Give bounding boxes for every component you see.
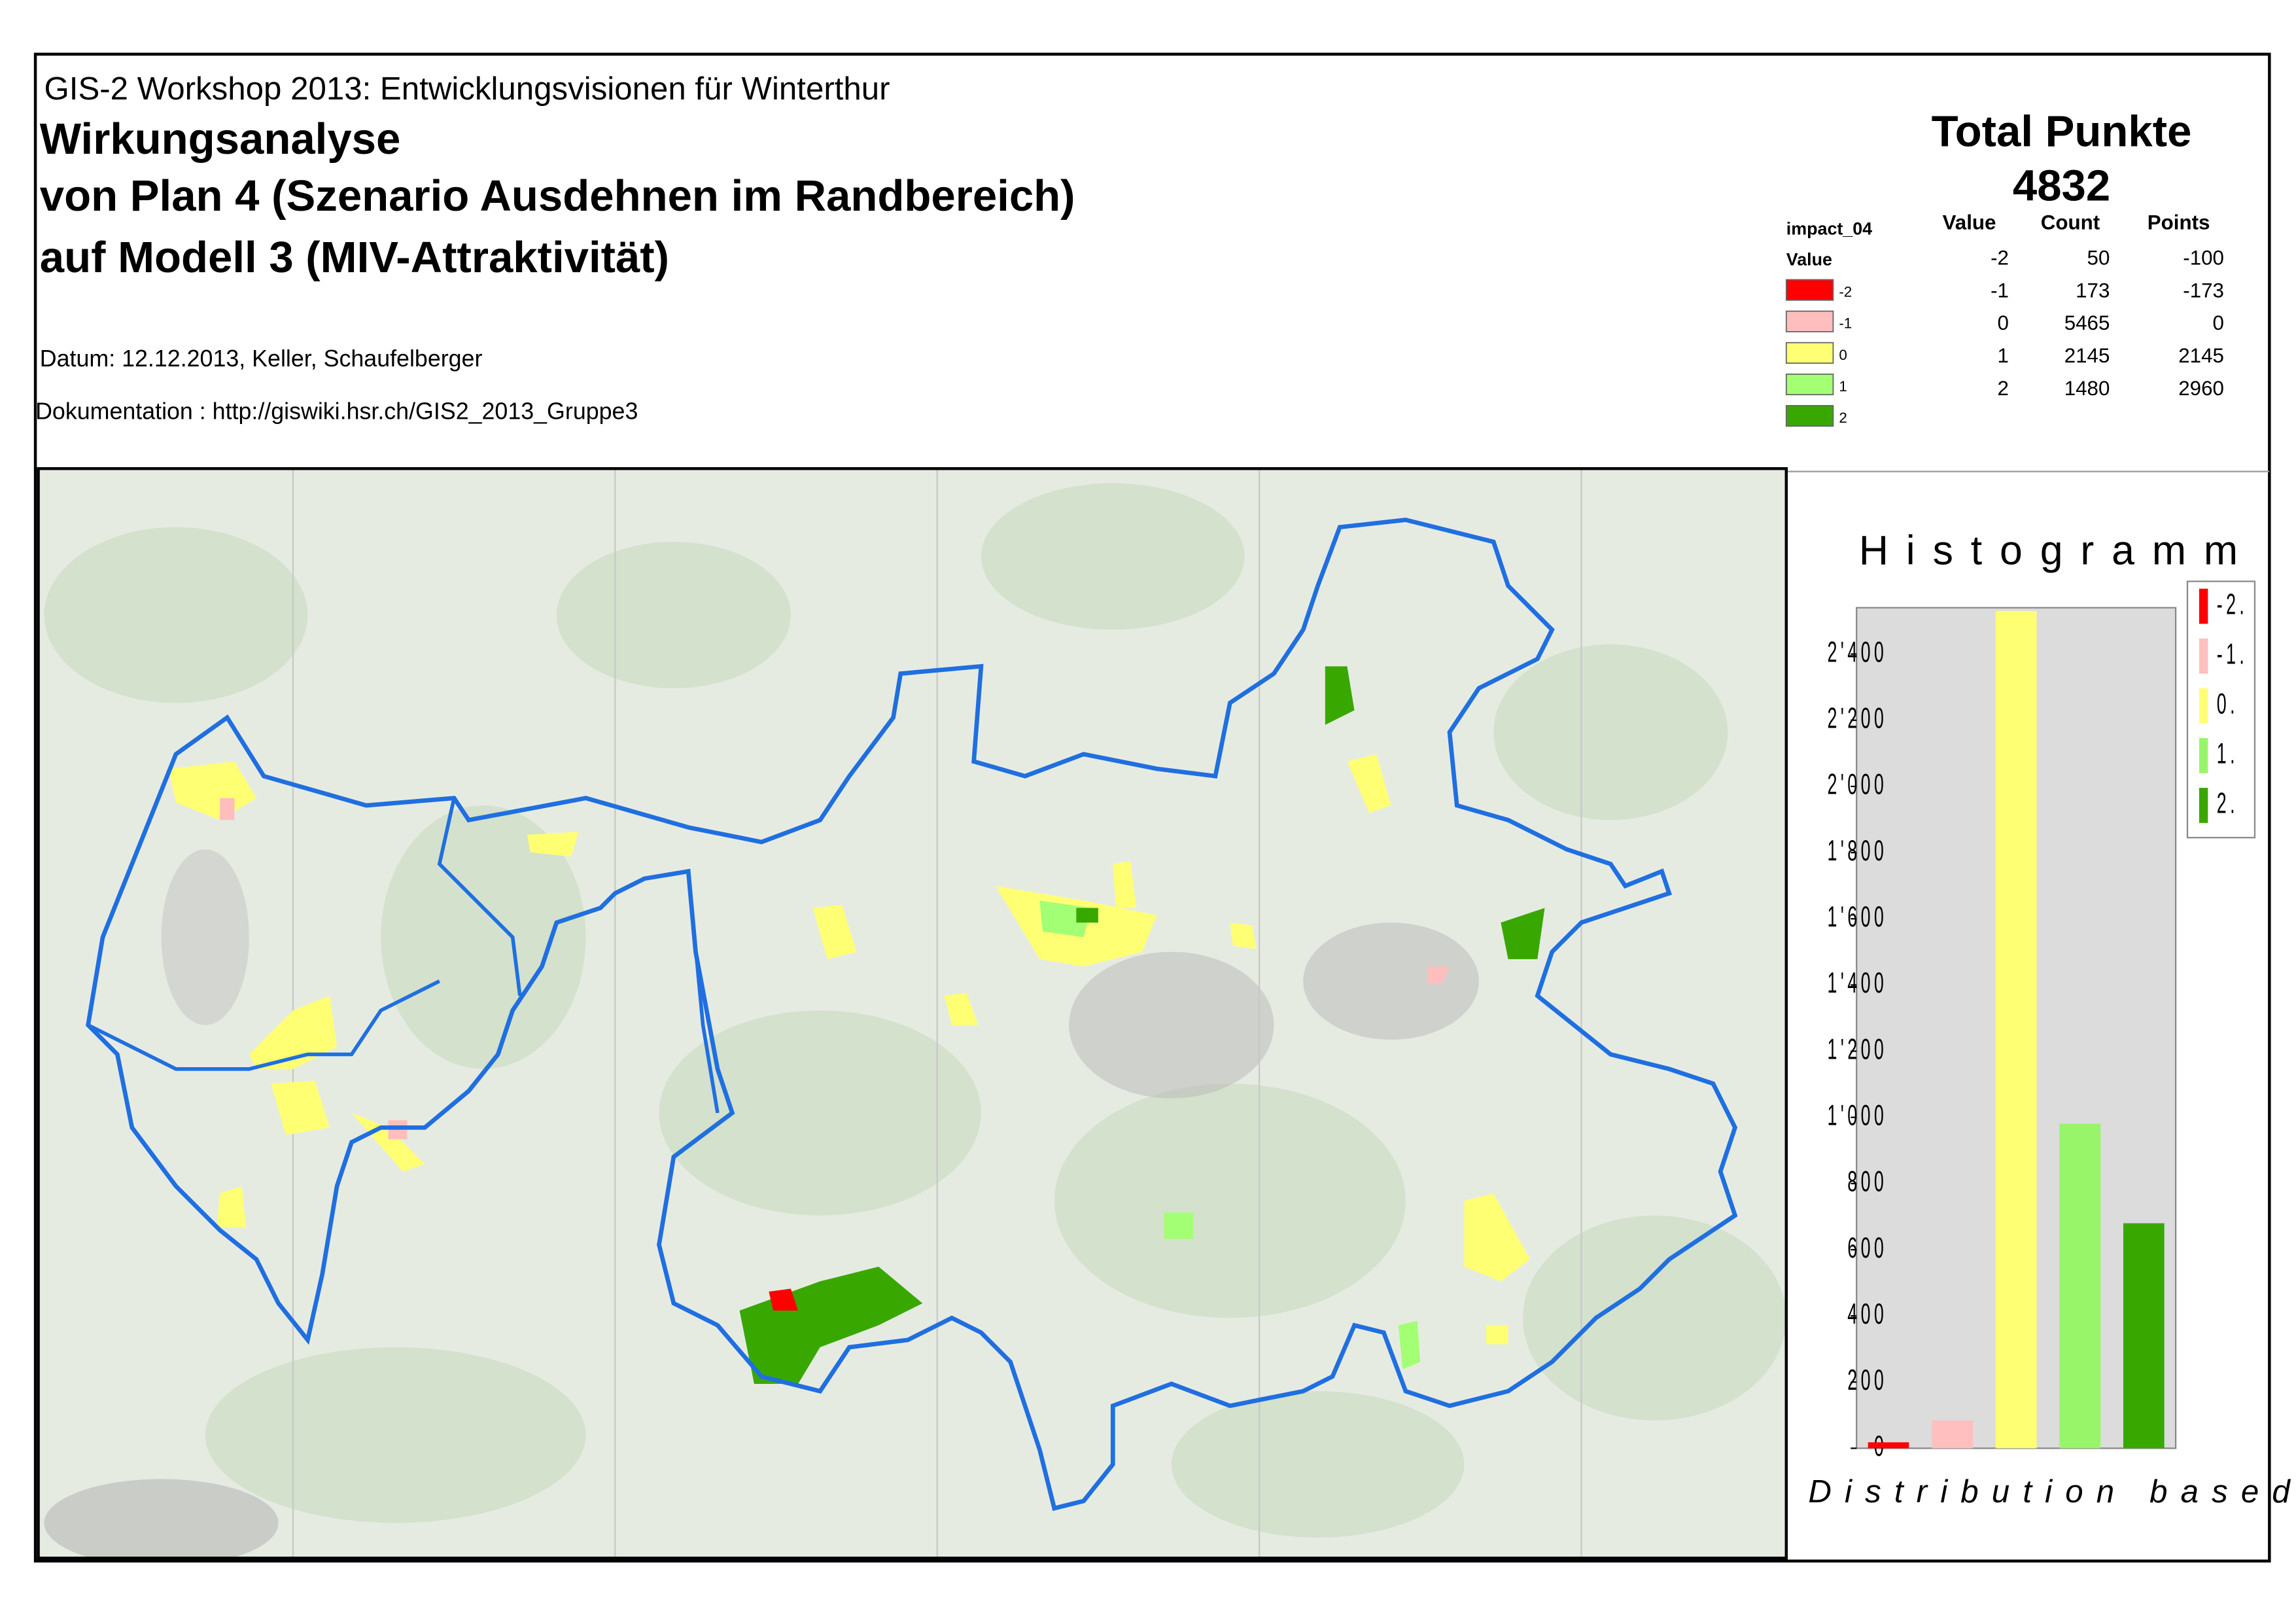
grid	[292, 468, 1582, 1559]
impact-minus-one	[220, 798, 1450, 1140]
chart-legend-swatch	[2199, 737, 2208, 773]
table-cell: -1	[1991, 279, 2009, 302]
table-cell: -173	[2183, 279, 2224, 302]
chart-legend-swatch	[2199, 588, 2208, 624]
y-tick-label: 1'000	[1827, 1099, 1887, 1131]
chart-legend-label: -2.	[2217, 588, 2248, 620]
bar	[2123, 1223, 2165, 1449]
bar	[1932, 1420, 1973, 1449]
y-tick-label: 800	[1847, 1165, 1887, 1198]
chart-legend-label: 2.	[2217, 787, 2238, 820]
y-tick-label: 2'200	[1827, 702, 1887, 735]
bar	[1868, 1442, 1909, 1449]
table-cell: 1480	[2064, 377, 2110, 400]
total-label: Total Punkte	[1932, 107, 2192, 156]
documentation: Dokumentation : http://giswiki.hsr.ch/GI…	[35, 398, 638, 425]
district-boundary	[87, 798, 720, 1114]
chart-legend	[2186, 580, 2256, 839]
map	[38, 468, 1786, 1559]
legend-label: 0	[1839, 347, 1847, 363]
settlement	[44, 849, 1479, 1559]
content: GIS-2 Workshop 2013: Entwicklungsvisione…	[35, 71, 2296, 1509]
boundary	[86, 518, 1738, 1511]
chart-legend-label: -1.	[2217, 637, 2248, 670]
title: von Plan 4 (Szenario Ausdehnen im Randbe…	[40, 171, 1075, 221]
table-cell: 173	[2076, 279, 2110, 302]
y-tick-label: 2'000	[1827, 768, 1887, 801]
y-tick-label: 2'400	[1827, 635, 1887, 668]
legend-label: 1	[1839, 378, 1847, 395]
chart-legend-label: 1.	[2217, 737, 2238, 770]
y-tick-label: 1'200	[1827, 1033, 1887, 1065]
table-cell: 2	[1998, 377, 2009, 400]
y-tick-label: 200	[1847, 1364, 1887, 1396]
y-tick-label: 1'600	[1827, 900, 1887, 933]
bar	[2059, 1123, 2101, 1449]
title: Wirkungsanalyse	[40, 115, 401, 164]
y-tick-label: 400	[1847, 1297, 1887, 1330]
table-cell: -2	[1991, 246, 2009, 269]
frame	[33, 52, 2271, 1563]
title: auf Modell 3 (MIV-Attraktivität)	[40, 233, 669, 282]
date: Datum: 12.12.2013, Keller, Schaufelberge…	[40, 345, 483, 372]
legend-swatch	[1785, 342, 1834, 364]
y-tick-label: 600	[1847, 1231, 1887, 1264]
chart-legend-swatch	[2199, 688, 2208, 724]
table-cell: 2960	[2178, 377, 2224, 400]
legend-field: Value	[1786, 249, 1832, 269]
table-header: Value	[1943, 211, 1996, 234]
chart-legend-swatch	[2199, 638, 2208, 674]
table-cell: 5465	[2064, 311, 2110, 334]
legend-layer: impact_04	[1786, 219, 1872, 238]
bar	[1995, 610, 2037, 1449]
legend-label: 2	[1839, 410, 1847, 426]
legend-swatch	[1785, 279, 1834, 301]
legend-swatch	[1785, 405, 1834, 427]
table-header: Count	[2041, 211, 2100, 234]
legend-label: -2	[1839, 284, 1852, 300]
legend-swatch	[1785, 310, 1834, 332]
legend-label: -1	[1839, 315, 1852, 332]
x-axis-label: Distribution based on displa	[1808, 1474, 2296, 1509]
y-tick-label: 1'800	[1827, 834, 1887, 867]
table-cell: 2145	[2178, 344, 2224, 367]
map-frame	[37, 467, 1788, 1560]
table-cell: 50	[2087, 246, 2110, 269]
table-header: Points	[2148, 211, 2210, 234]
legend-swatch	[1785, 373, 1834, 396]
table-cell: -100	[2183, 246, 2224, 269]
table-cell: 1	[1998, 344, 2009, 367]
chart-legend-label: 0.	[2217, 688, 2238, 720]
chart-title: Histogramm	[1859, 528, 2255, 574]
y-tick-label: 1'400	[1827, 966, 1887, 999]
table-cell: 0	[2213, 311, 2224, 334]
impact-minus-two	[769, 1288, 799, 1311]
forest	[44, 483, 1786, 1538]
chart-legend-swatch	[2199, 788, 2208, 823]
total-value: 4832	[2013, 161, 2110, 210]
table-cell: 2145	[2064, 344, 2110, 367]
table-cell: 0	[1998, 311, 2009, 334]
workshop: GIS-2 Workshop 2013: Entwicklungsvisione…	[44, 71, 890, 107]
